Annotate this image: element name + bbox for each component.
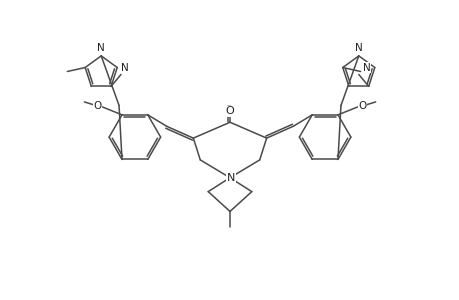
Text: O: O	[225, 106, 234, 116]
Text: N: N	[226, 173, 235, 183]
Text: N: N	[354, 43, 362, 53]
Text: N: N	[121, 62, 129, 73]
Text: N: N	[362, 62, 370, 73]
Text: O: O	[358, 101, 366, 111]
Text: O: O	[93, 101, 101, 111]
Text: N: N	[97, 43, 105, 53]
